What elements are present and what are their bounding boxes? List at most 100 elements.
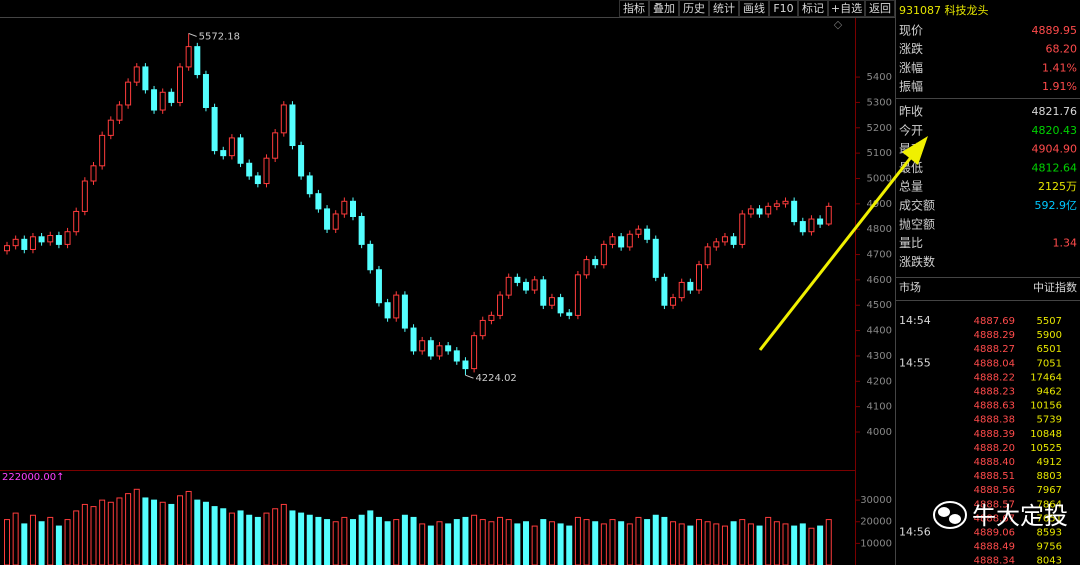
volume-bar bbox=[384, 521, 391, 565]
toolbar-button-frame bbox=[709, 0, 739, 17]
chart-option-icon[interactable]: ◇ bbox=[834, 18, 843, 31]
candle-body bbox=[315, 193, 322, 210]
volume-bar bbox=[280, 503, 287, 565]
quote-label: 成交额 bbox=[899, 198, 935, 213]
candle-body bbox=[817, 218, 824, 225]
quote-value: 2125万 bbox=[1038, 180, 1077, 193]
y-tick-label: 5200 bbox=[867, 123, 892, 134]
toolbar-button[interactable]: 画线 bbox=[743, 1, 765, 15]
volume-bar bbox=[116, 497, 123, 565]
trade-price: 4888.34 bbox=[974, 556, 1015, 565]
volume-bar bbox=[670, 521, 677, 565]
volume-bar bbox=[505, 519, 512, 565]
trade-volume: 7864 bbox=[1037, 499, 1062, 510]
toolbar-button-frame bbox=[679, 0, 709, 17]
candle-body bbox=[592, 259, 599, 266]
trade-price: 4888.29 bbox=[974, 330, 1015, 341]
candle-body bbox=[401, 294, 408, 329]
volume-bar bbox=[332, 521, 339, 565]
volume-bar bbox=[47, 516, 54, 565]
toolbar-button-frame bbox=[828, 0, 865, 17]
volume-bar bbox=[678, 523, 685, 565]
quote-label: 昨收 bbox=[899, 105, 923, 119]
volume-bar bbox=[583, 519, 590, 565]
volume-bar bbox=[168, 503, 175, 565]
volume-bar bbox=[791, 525, 798, 565]
candle-body bbox=[177, 66, 183, 103]
volume-bar bbox=[600, 523, 607, 565]
volume-bar bbox=[237, 510, 244, 565]
volume-bar bbox=[817, 525, 824, 565]
toolbar-button[interactable]: 指标 bbox=[623, 1, 645, 15]
candle-body bbox=[133, 66, 140, 83]
candle-body bbox=[721, 236, 728, 243]
volume-bar bbox=[782, 523, 789, 565]
toolbar-button[interactable]: 标记 bbox=[802, 1, 824, 15]
arrow-shaft bbox=[758, 155, 914, 351]
candle-body bbox=[228, 137, 235, 157]
y-tick-label: 4100 bbox=[867, 402, 892, 413]
volume-bar bbox=[228, 512, 235, 565]
candle-body bbox=[220, 150, 227, 157]
candle-body bbox=[29, 236, 36, 250]
volume-bar bbox=[773, 521, 780, 565]
toolbar-button[interactable]: 返回 bbox=[869, 2, 891, 15]
candle-body bbox=[670, 297, 677, 306]
candle-body bbox=[730, 236, 737, 245]
volume-bar bbox=[142, 497, 149, 565]
candle-body bbox=[410, 327, 417, 352]
volume-bar bbox=[696, 519, 702, 565]
candle-body bbox=[773, 203, 780, 207]
trade-price: 4888.40 bbox=[974, 457, 1015, 468]
volume-bar bbox=[38, 521, 45, 565]
candle-body bbox=[211, 106, 218, 152]
quote-label: 今开 bbox=[899, 122, 923, 137]
y-tick-label: 5000 bbox=[867, 173, 892, 184]
candle-body bbox=[358, 216, 365, 245]
volume-bar bbox=[315, 516, 322, 565]
toolbar-button-frame bbox=[865, 0, 895, 17]
trade-price: 4888.04 bbox=[974, 358, 1015, 369]
candle-body bbox=[618, 236, 625, 248]
toolbar-button[interactable]: +自选 bbox=[831, 2, 862, 15]
candle-body bbox=[462, 360, 469, 370]
toolbar-button[interactable]: 历史 bbox=[683, 2, 705, 15]
toolbar-button[interactable]: F10 bbox=[773, 2, 793, 15]
trade-volume: 6501 bbox=[1037, 344, 1062, 355]
trade-volume: 7651 bbox=[1037, 513, 1062, 524]
candle-body bbox=[38, 236, 45, 243]
toolbar-button[interactable]: 叠加 bbox=[653, 2, 675, 15]
candle-body bbox=[523, 281, 529, 291]
volume-bar bbox=[419, 523, 426, 565]
toolbar-button[interactable]: 统计 bbox=[713, 2, 735, 15]
candle-body bbox=[280, 104, 287, 134]
volume-bar bbox=[159, 501, 166, 565]
candle-body bbox=[453, 350, 460, 362]
watermark-icon bbox=[949, 514, 961, 524]
candle-body bbox=[350, 200, 356, 218]
candle-body bbox=[367, 243, 374, 271]
y-tick-label: 4400 bbox=[867, 326, 892, 337]
candle-body bbox=[704, 246, 711, 266]
candle-body bbox=[116, 104, 123, 121]
volume-bar bbox=[401, 514, 408, 565]
candle-body bbox=[90, 165, 97, 182]
candle-body bbox=[99, 134, 106, 167]
volume-bar bbox=[730, 521, 737, 565]
volume-bar bbox=[661, 516, 668, 565]
volume-bar bbox=[462, 516, 469, 565]
candle-body bbox=[107, 119, 114, 136]
y-tick-label: 4000 bbox=[867, 427, 892, 438]
candle-body bbox=[488, 314, 495, 321]
quote-value: 1.91% bbox=[1042, 80, 1077, 93]
quote-label: 涨幅 bbox=[899, 60, 923, 75]
quote-label: 现价 bbox=[899, 24, 923, 38]
candle-body bbox=[600, 243, 607, 266]
toolbar-button-frame bbox=[739, 0, 769, 17]
volume-bar bbox=[799, 523, 806, 565]
candle-body bbox=[384, 302, 391, 319]
sidebar-title: 931087 科技龙头 bbox=[899, 3, 989, 17]
candle-body bbox=[583, 259, 590, 276]
quote-value: 4820.43 bbox=[1032, 124, 1078, 137]
